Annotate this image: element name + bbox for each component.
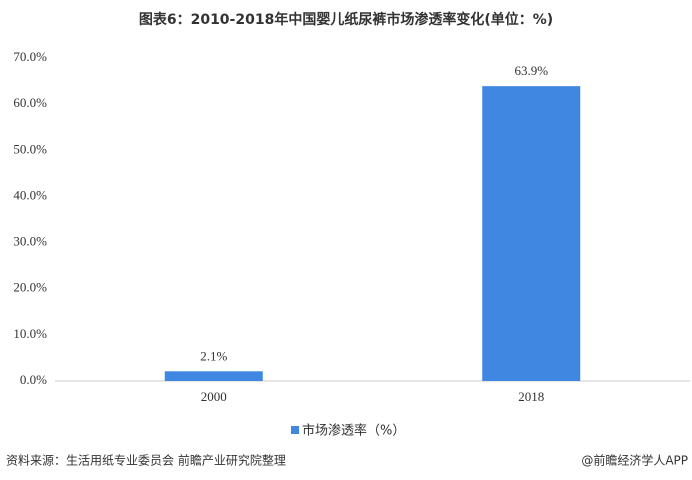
- value-label: 63.9%: [514, 63, 548, 78]
- legend-label: 市场渗透率（%）: [302, 423, 405, 439]
- y-tick-label: 10.0%: [13, 326, 47, 341]
- y-tick-label: 40.0%: [13, 187, 47, 202]
- value-label: 2.1%: [200, 348, 227, 363]
- x-tick-label: 2018: [518, 389, 544, 404]
- footer: @前瞻经济学人APP: [581, 453, 688, 468]
- y-tick-label: 0.0%: [20, 372, 47, 387]
- y-tick-label: 30.0%: [13, 234, 47, 249]
- x-tick-label: 2000: [201, 389, 227, 404]
- source: 资料来源：生活用纸专业委员会 前瞻产业研究院整理: [6, 453, 286, 468]
- y-tick-label: 20.0%: [13, 280, 47, 295]
- bar: [482, 86, 581, 381]
- y-tick-label: 70.0%: [13, 49, 47, 64]
- y-tick-label: 60.0%: [13, 95, 47, 110]
- chart-title: 图表6：2010-2018年中国婴儿纸尿裤市场渗透率变化(单位：%): [139, 11, 553, 28]
- bar: [164, 371, 263, 381]
- y-tick-label: 50.0%: [13, 141, 47, 156]
- legend-swatch: [291, 426, 299, 434]
